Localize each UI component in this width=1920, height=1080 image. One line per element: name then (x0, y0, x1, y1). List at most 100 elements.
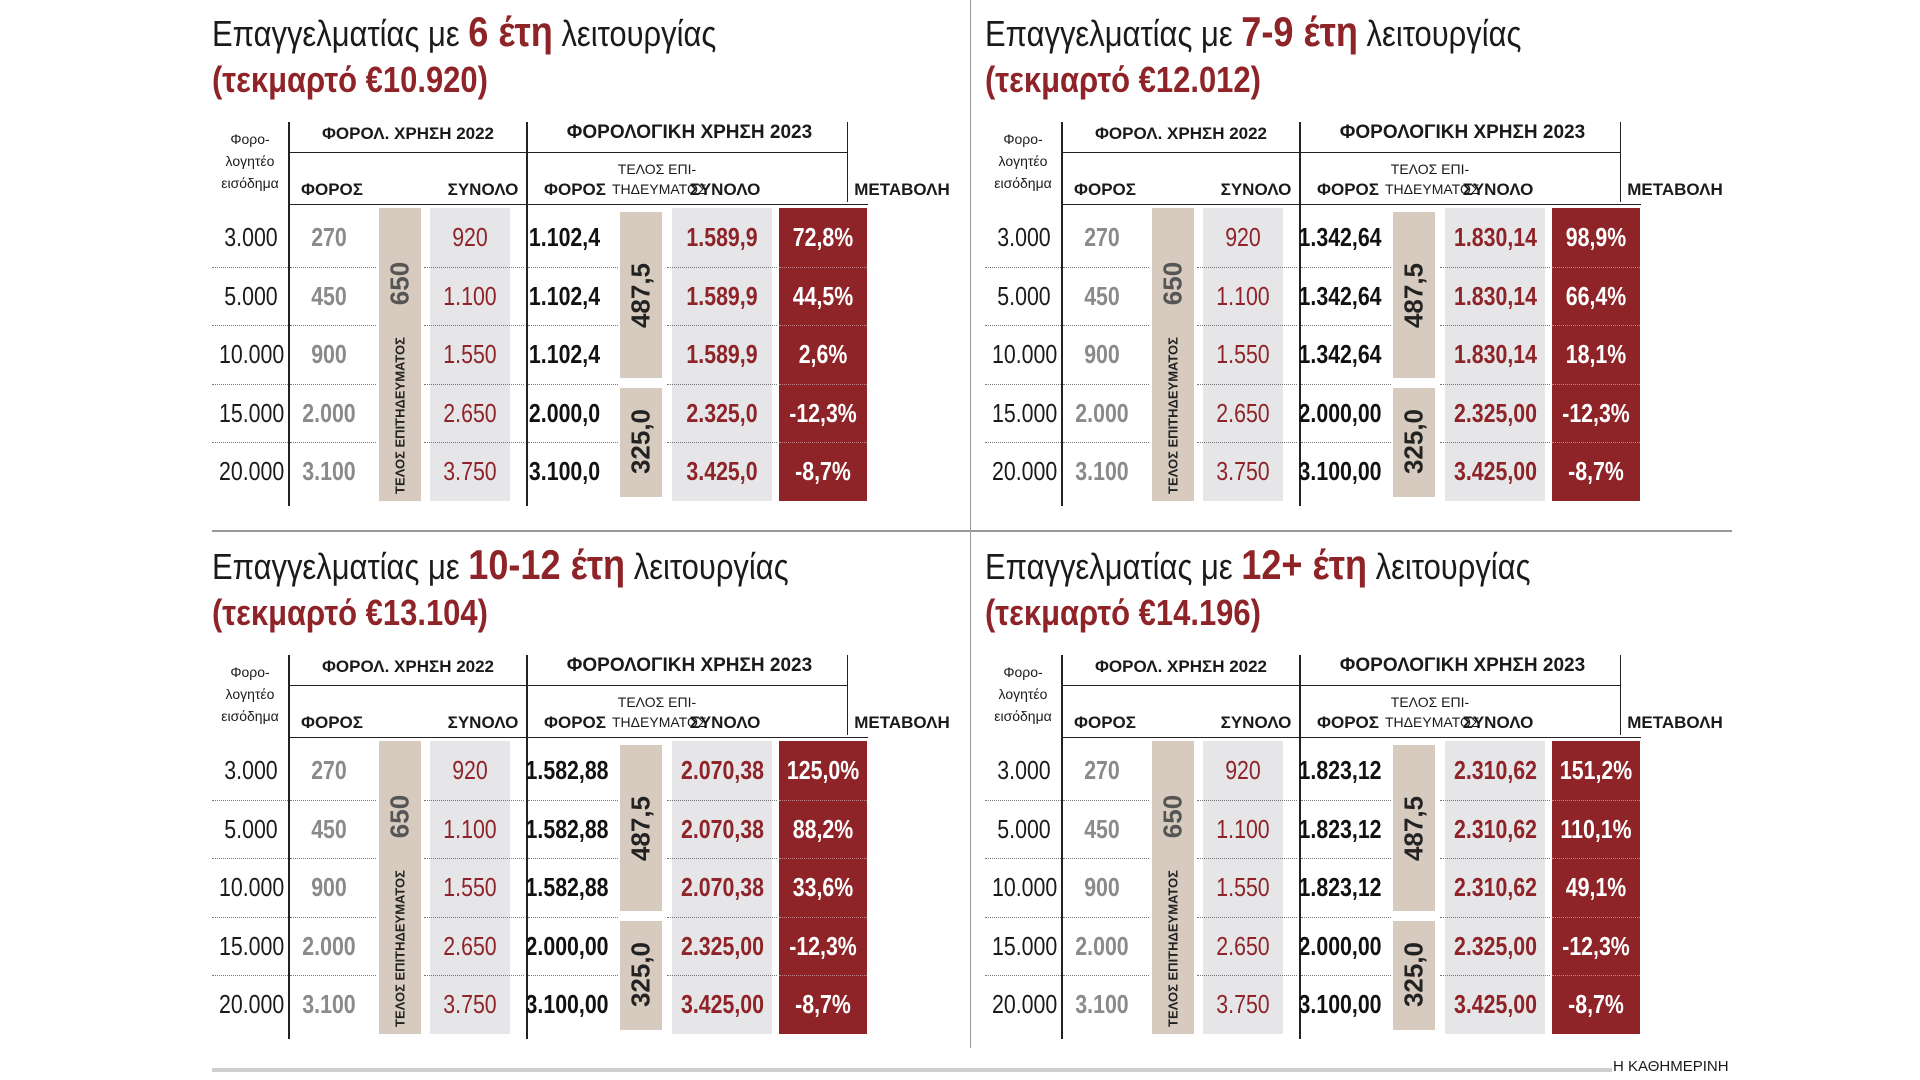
table-panel-1: Επαγγελματίας με 6 έτη λειτουργίας (τεκμα… (212, 0, 972, 520)
row-divider (1063, 799, 1149, 801)
fee-2023-value-a: 487,5 (1398, 795, 1429, 861)
row-divider (212, 442, 288, 443)
row-divider (528, 325, 618, 326)
header-rule (288, 737, 868, 738)
tax-2022-header: ΦΟΡΟΣ (301, 713, 363, 732)
fee-2023-header-1: ΤΕΛΟΣ ΕΠΙ- (617, 161, 697, 177)
total-2022-cell: 1.550 (1216, 339, 1270, 369)
total-2022-cell: 2.650 (443, 930, 497, 961)
table-panel-2: Επαγγελματίας με 7-9 έτη λειτουργίας (τεκ… (985, 0, 1745, 520)
row-divider (290, 858, 376, 859)
row-divider (667, 975, 777, 976)
row-divider (1301, 916, 1391, 918)
income-cell: 10.000 (219, 872, 285, 902)
row-divider (1552, 325, 1640, 326)
title-pre: Επαγγελματίας με (985, 546, 1242, 587)
title-highlight: 6 έτη (468, 8, 553, 55)
income-cell: 10.000 (219, 339, 285, 369)
fee-2022-value: 650 (384, 261, 415, 306)
row-divider (779, 266, 867, 268)
row-divider (667, 266, 777, 268)
row-divider (1440, 975, 1550, 976)
fee-2023-bar-a (1393, 745, 1435, 911)
tax-2023-cell: 3.100,00 (525, 989, 609, 1019)
row-divider (1301, 383, 1391, 385)
row-divider (1440, 916, 1550, 918)
row-divider (1440, 799, 1550, 801)
row-divider (779, 975, 867, 976)
income-header-1: Φορο- (230, 131, 270, 147)
row-divider (667, 799, 777, 801)
row-divider (1301, 858, 1391, 859)
header-2023: ΦΟΡΟΛΟΓΙΚΗ ΧΡΗΣΗ 2023 (566, 122, 813, 143)
total-2022-cell: 3.750 (443, 989, 497, 1019)
row-divider (1301, 325, 1391, 326)
row-divider (424, 916, 524, 918)
income-header-3: εισόδημα (221, 175, 279, 191)
income-cell: 15.000 (992, 397, 1058, 428)
total-2022-background (430, 208, 510, 501)
total-2022-cell: 920 (1225, 755, 1261, 785)
total-2022-cell: 920 (452, 222, 488, 252)
header-rule (528, 685, 848, 686)
header-2023: ΦΟΡΟΛΟΓΙΚΗ ΧΡΗΣΗ 2023 (1339, 122, 1586, 143)
change-cell: -8,7% (795, 989, 851, 1019)
fee-2022-value: 650 (384, 794, 415, 839)
title-highlight: 10-12 έτη (468, 541, 626, 588)
row-divider (290, 383, 376, 385)
row-divider (1063, 325, 1149, 326)
header-divider (847, 655, 848, 735)
row-divider (1197, 858, 1297, 859)
row-divider (779, 858, 867, 859)
fee-2023-value-b: 325,0 (1398, 941, 1429, 1008)
total-2022-cell: 920 (452, 755, 488, 785)
row-divider (985, 858, 1061, 859)
total-2022-background (1203, 208, 1283, 501)
row-divider (985, 799, 1061, 801)
header-rule (1061, 737, 1641, 738)
income-cell: 10.000 (992, 339, 1058, 369)
row-divider (1197, 325, 1297, 326)
income-cell: 10.000 (992, 872, 1058, 902)
tax-2023-cell: 1.342,64 (1298, 280, 1382, 311)
header-divider (1061, 122, 1063, 506)
fee-2023-bar-b (1393, 920, 1435, 1030)
income-header-3: εισόδημα (994, 175, 1052, 191)
income-header-3: εισόδημα (221, 708, 279, 724)
row-divider (1063, 442, 1149, 443)
tax-2023-cell: 3.100,00 (1298, 989, 1382, 1019)
row-divider (424, 799, 524, 801)
change-cell: -12,3% (789, 397, 857, 428)
row-divider (424, 975, 524, 976)
income-header-2: λογητέο (998, 686, 1048, 702)
tax-2022-cell: 270 (311, 755, 347, 785)
tax-2022-cell: 450 (1084, 280, 1120, 311)
row-divider (779, 383, 867, 385)
tax-2023-cell: 1.102,4 (528, 222, 601, 252)
row-divider (985, 975, 1061, 976)
row-divider (779, 916, 867, 918)
change-cell: 18,1% (1565, 339, 1627, 369)
change-background (779, 741, 867, 1034)
panel-title: Επαγγελματίας με 7-9 έτη λειτουργίας (985, 10, 1521, 56)
fee-2022-bar (379, 208, 421, 501)
row-divider (528, 916, 618, 918)
tax-2022-cell: 3.100 (302, 456, 356, 486)
income-cell: 20.000 (219, 989, 285, 1019)
tax-2022-cell: 2.000 (1075, 397, 1129, 428)
row-divider (1197, 266, 1297, 268)
row-divider (667, 916, 777, 918)
total-2023-cell: 3.425,00 (1454, 456, 1537, 486)
row-divider (667, 442, 777, 443)
total-2023-cell: 2.325,0 (686, 397, 758, 428)
total-2022-header: ΣΥΝΟΛΟ (1220, 713, 1292, 732)
row-divider (1552, 383, 1640, 385)
fee-2023-header-1: ΤΕΛΟΣ ΕΠΙ- (1390, 694, 1470, 710)
row-divider (1552, 442, 1640, 443)
row-divider (779, 442, 867, 443)
tax-2022-cell: 3.100 (1075, 989, 1129, 1019)
fee-2022-value: 650 (1157, 261, 1188, 306)
fee-2023-bar-a (620, 212, 662, 378)
income-cell: 5.000 (224, 280, 278, 311)
total-2022-background (1203, 741, 1283, 1034)
